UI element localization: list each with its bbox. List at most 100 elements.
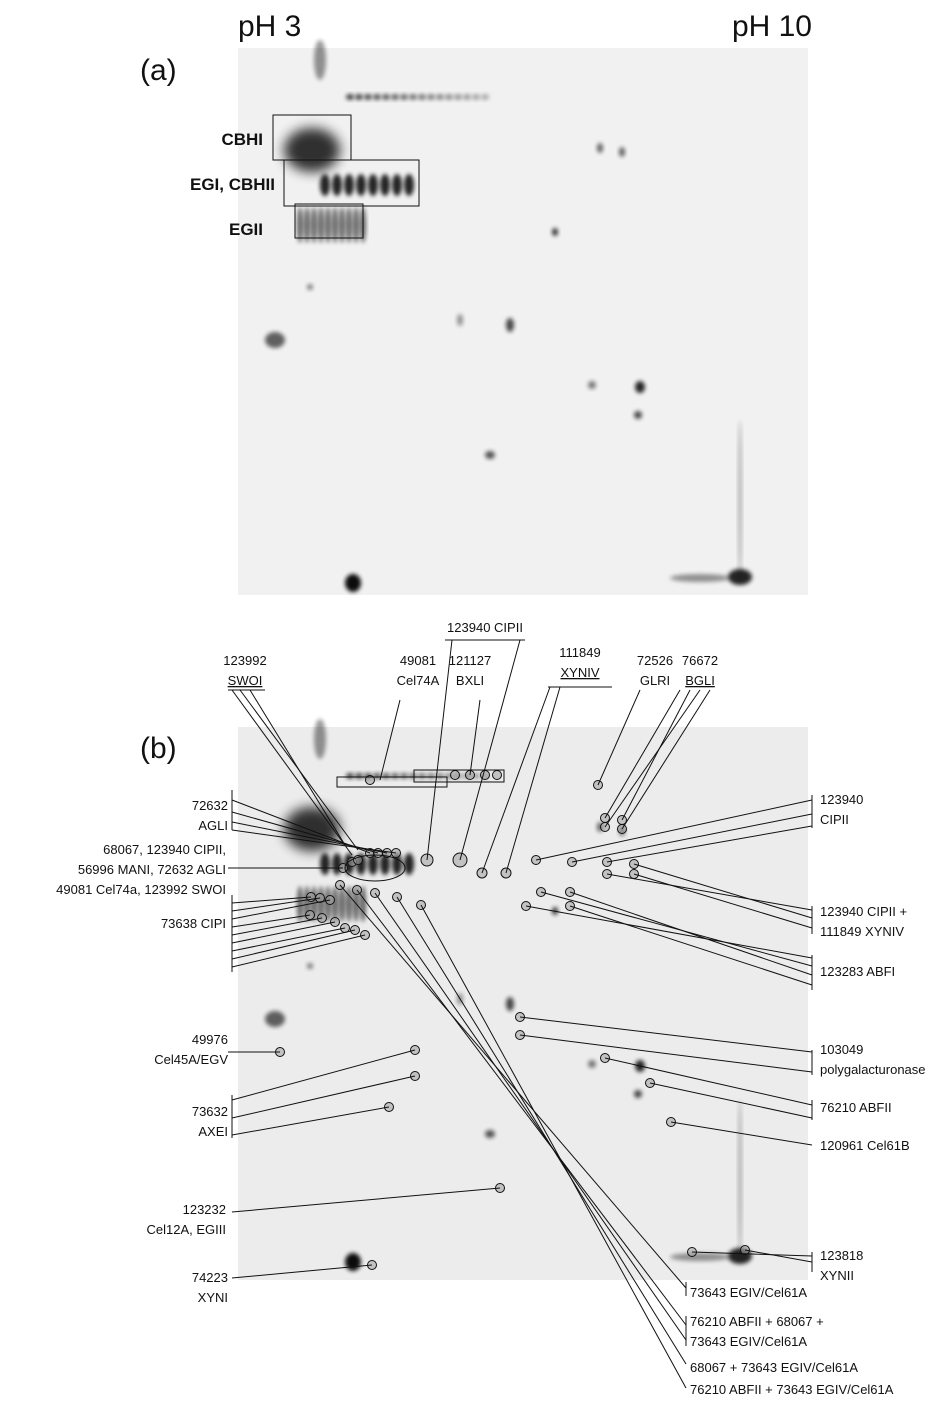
spot-label: 123940 CIPII (447, 620, 523, 635)
spot (380, 174, 390, 196)
spot (485, 451, 495, 459)
spot-label: AXEI (198, 1124, 228, 1139)
spot (506, 318, 514, 332)
spot-label: 49976 (192, 1032, 228, 1047)
spot (355, 94, 363, 100)
spot (635, 381, 645, 393)
spot (404, 174, 414, 196)
spot (670, 1253, 730, 1261)
spot-label: AGLI (198, 818, 228, 833)
spot-marker (493, 771, 502, 780)
spot-label: 121127 (449, 653, 491, 668)
spot (392, 174, 402, 196)
spot-label: 103049 (820, 1042, 863, 1057)
spot (427, 94, 435, 100)
spot (307, 284, 313, 290)
spot (345, 574, 361, 592)
spot-label: Cel74A (397, 673, 440, 688)
spot (265, 1011, 285, 1027)
spot-marker (451, 771, 460, 780)
spot-label: SWOI (228, 673, 263, 688)
spot (391, 94, 399, 100)
panel-label: (b) (140, 732, 177, 765)
spot-label: 72526 (637, 653, 673, 668)
spot (481, 94, 489, 100)
spot-label: 76672 (682, 653, 718, 668)
spot (344, 174, 354, 196)
spot (738, 1099, 742, 1259)
spot (332, 174, 342, 196)
spot (373, 94, 381, 100)
spot-label: XYNIV (560, 665, 599, 680)
spot-label: 76210 ABFII + 68067 + (690, 1314, 824, 1329)
spot-label: 76210 ABFII + 73643 EGIV/Cel61A (690, 1382, 894, 1397)
spot (284, 128, 340, 172)
spot-label: 49081 Cel74a, 123992 SWOI (56, 882, 226, 897)
spot-label: 123940 (820, 792, 863, 807)
spot (634, 1090, 642, 1098)
spot (356, 174, 366, 196)
spot (345, 1253, 361, 1271)
spot-label: BXLI (456, 673, 484, 688)
spot (409, 773, 417, 779)
spot (400, 94, 408, 100)
spot-label: 73643 EGIV/Cel61A (690, 1285, 807, 1300)
ph-right: pH 10 (732, 10, 812, 43)
spot-label: 111849 XYNIV (820, 924, 904, 939)
spot (485, 1130, 495, 1138)
spot (368, 174, 378, 196)
spot-label: BGLI (685, 673, 715, 688)
spot-label: XYNI (198, 1290, 228, 1305)
figure: pH 3 pH 10 (a) CBHI EGI, CBHII EGII (b) … (0, 0, 951, 1402)
panel-label: (a) (140, 54, 177, 87)
spot (320, 853, 330, 875)
spot (670, 574, 730, 582)
spot-label: GLRI (640, 673, 670, 688)
spot-label: 73643 EGIV/Cel61A (690, 1334, 807, 1349)
spot-label: Cel45A/EGV (154, 1052, 228, 1067)
spot-label: 73632 (192, 1104, 228, 1119)
spot (404, 853, 414, 875)
spot (391, 773, 399, 779)
spot-label: 123818 (820, 1248, 863, 1263)
spot-label: CIPII (820, 812, 849, 827)
spot (382, 94, 390, 100)
spot (346, 886, 352, 922)
spot (339, 886, 345, 922)
spot-label: 123992 (223, 653, 266, 668)
spot (314, 40, 326, 80)
spot (506, 997, 514, 1011)
spot (355, 773, 363, 779)
spot (382, 773, 390, 779)
spot (418, 773, 426, 779)
spot-label: 76210 ABFII (820, 1100, 892, 1115)
spot (307, 963, 313, 969)
spot (436, 94, 444, 100)
spot (320, 174, 330, 196)
spot (738, 420, 742, 580)
spot-label: 49081 (400, 653, 436, 668)
spot (445, 94, 453, 100)
spot (265, 332, 285, 348)
spot-label: 123283 ABFI (820, 964, 895, 979)
spot-label: 68067 + 73643 EGIV/Cel61A (690, 1360, 858, 1375)
spot (409, 94, 417, 100)
spot (463, 94, 471, 100)
spot (597, 143, 603, 153)
spot (588, 1060, 596, 1068)
spot (427, 773, 435, 779)
spot (364, 94, 372, 100)
spot-label: 111849 (559, 645, 600, 660)
spot (552, 228, 558, 236)
spot (454, 94, 462, 100)
spot (472, 94, 480, 100)
spot (400, 773, 408, 779)
spot (457, 314, 463, 326)
ph-left: pH 3 (238, 10, 301, 43)
spot (619, 147, 625, 157)
spot-label: polygalacturonase (820, 1062, 926, 1077)
spot-label: 72632 (192, 798, 228, 813)
spot-label: 120961 Cel61B (820, 1138, 910, 1153)
spot-label: 56996 MANI, 72632 AGLI (78, 862, 226, 877)
box-label: CBHI (221, 130, 263, 149)
